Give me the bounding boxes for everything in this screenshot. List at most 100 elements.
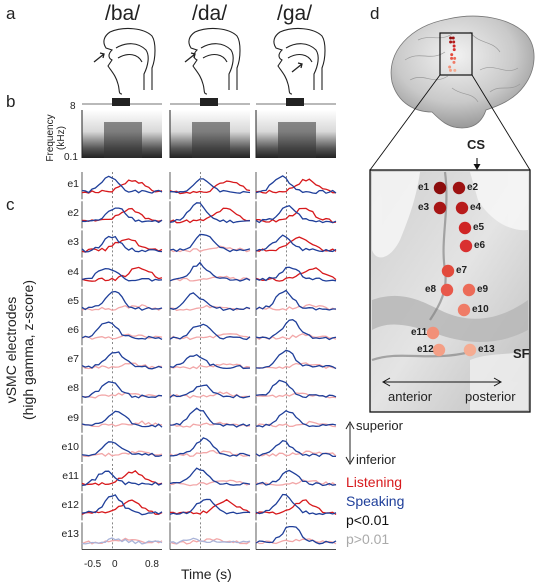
trace-line-speaking [81,175,163,194]
mini-electrode-e3 [449,40,453,44]
trace-line-listening [169,479,251,487]
brain-zoom-box [439,32,473,76]
brain-electrode-e11 [426,326,440,340]
trace-e8-ga [255,376,337,404]
trace-line-speaking [81,267,163,282]
brain-electrode-label-e8: e8 [425,284,437,295]
electrode-label-e9: e9 [67,411,79,424]
brain-electrode-e4 [455,201,469,215]
trace-line-speaking [169,323,251,341]
trace-line-speaking [81,290,163,311]
legend-listening: Listening [346,474,403,490]
syllable-ba: /ba/ [105,2,141,25]
brain-electrode-label-e7: e7 [456,265,468,276]
brain-electrode-label-e4: e4 [470,202,482,213]
trace-line-listening [255,538,337,545]
trace-e4-da [169,259,251,287]
brain-electrode-label-e2: e2 [467,182,479,193]
trace-line-listening [169,207,251,224]
spectrogram-ba [81,98,162,158]
brain-electrode-e3 [433,201,447,215]
label-posterior: posterior [465,389,516,404]
brain-electrode-label-e9: e9 [477,284,489,295]
trace-e12-ga [255,493,337,521]
mini-electrode-e10 [452,60,456,64]
trace-line-speaking [255,493,337,516]
spectrogram-tick-top: 8 [70,101,76,112]
trace-line-speaking [169,498,250,515]
electrode-label-e8: e8 [67,382,79,395]
vocal-tract-da [184,27,241,95]
trace-e2-ga [255,201,337,229]
spectrogram-da [169,98,250,158]
brain-electrode-label-e5: e5 [473,222,485,233]
mini-electrode-e7 [450,53,454,57]
trace-e12-ba [81,493,163,521]
trace-e1-ga [255,172,337,200]
brain-electrode-label-e11: e11 [411,327,428,338]
mini-electrode-e12 [448,68,452,72]
brain-surface [390,15,535,129]
traces-xlabel: Time (s) [181,566,232,582]
brain-electrode-e8 [440,283,454,297]
trace-e13-ba [81,522,163,550]
vocal-tract-ba [93,27,156,95]
trace-e8-da [169,376,251,404]
brain-electrode-label-e3: e3 [418,202,430,213]
trace-line-speaking [169,261,251,282]
mini-electrode-e4 [452,40,456,44]
panel-label-c: c [6,195,15,214]
trace-line-speaking [81,381,163,399]
trace-line-speaking [255,379,337,399]
trace-e6-ba [81,318,163,346]
trace-e10-ga [255,434,337,462]
mini-electrode-e1 [449,36,453,40]
electrode-label-e11: e11 [62,470,79,482]
trace-line-listening [169,449,251,457]
trace-line-listening [255,499,337,516]
trace-line-listening [169,333,251,341]
electrode-label-e1: e1 [67,178,79,190]
trace-line-speaking [169,437,251,457]
trace-e7-da [169,347,251,375]
trace-line-listening [255,236,337,252]
legend-speaking: Speaking [346,493,405,509]
trace-line-speaking [255,266,337,282]
electrode-label-e3: e3 [67,236,79,249]
mini-electrode-e9 [453,56,457,60]
electrode-label-e6: e6 [67,324,79,336]
electrode-label-e7: e7 [67,353,79,366]
legend-superior: superior [356,418,403,433]
trace-e6-ga [255,318,337,346]
trace-e9-ga [255,405,337,433]
trace-e9-da [169,405,251,433]
xtick-0: 0 [112,559,118,570]
mini-electrode-e5 [452,44,456,48]
trace-line-speaking [169,467,251,486]
trace-line-speaking [169,407,251,428]
trace-e7-ba [81,347,163,375]
brain-electrode-label-e6: e6 [474,240,486,251]
brain-electrode-e1 [433,181,447,195]
trace-e5-da [169,288,251,316]
trace-e2-ba [81,201,163,229]
brain-electrode-e9 [462,283,476,297]
electrode-label-e5: e5 [67,294,79,307]
trace-e9-ba [81,405,163,433]
trace-line-listening [81,207,163,222]
brain-electrode-label-e12: e12 [417,344,434,355]
trace-line-listening [255,362,337,370]
trace-line-speaking [169,353,251,370]
trace-line-speaking [81,351,163,370]
trace-line-listening [81,333,163,340]
label-anterior: anterior [388,389,433,404]
trace-e1-ba [81,172,163,200]
panel-label-a: a [6,4,16,23]
trace-line-speaking [169,292,251,312]
syllable-da: /da/ [192,2,228,25]
trace-line-listening [255,178,336,194]
